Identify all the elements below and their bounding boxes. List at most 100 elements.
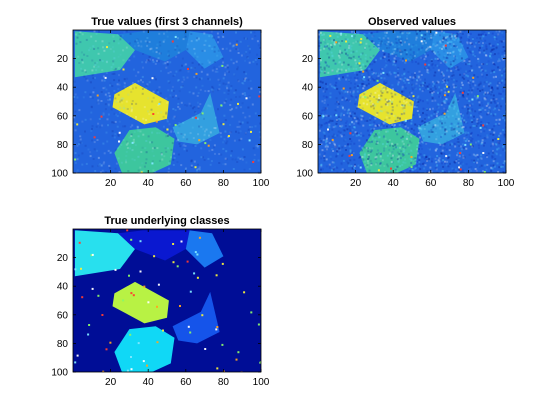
noise-overlay (74, 229, 261, 372)
speckle-pixel (78, 241, 81, 244)
speckle-pixel (327, 128, 329, 131)
speckle-pixel (88, 324, 91, 326)
speckle-pixel (80, 267, 82, 270)
noise-overlay (73, 30, 261, 173)
speckle-pixel (340, 32, 343, 35)
region-top-left (319, 31, 380, 78)
region-center (357, 82, 414, 125)
speckle-pixel (157, 283, 160, 286)
speckle-pixel (482, 152, 485, 154)
speckle-pixel (335, 114, 338, 117)
speckle-pixel (345, 40, 348, 43)
region-top-right (185, 230, 224, 268)
speckle-pixel (476, 95, 479, 98)
speckle-pixel (358, 62, 361, 65)
image-area (73, 229, 261, 372)
speckle-pixel (471, 98, 474, 101)
speckle-pixel (189, 331, 192, 334)
speckle-pixel (444, 44, 447, 47)
speckle-pixel (137, 342, 140, 345)
speckle-pixel (194, 116, 197, 119)
speckle-pixel (196, 276, 199, 279)
speckle-pixel (390, 167, 392, 170)
speckle-pixel (74, 268, 77, 271)
speckle-pixel (118, 131, 121, 134)
speckle-pixel (363, 76, 366, 79)
speckle-pixel (377, 169, 380, 172)
speckle-pixel (156, 305, 158, 308)
speckle-pixel (349, 132, 352, 135)
speckle-pixel (130, 238, 133, 241)
speckle-pixel (382, 71, 385, 74)
speckle-pixel (81, 296, 84, 299)
region-top-middle (118, 31, 190, 62)
speckle-pixel (482, 124, 485, 127)
speckle-pixel (130, 292, 133, 295)
image-area (73, 30, 261, 173)
y-tick-label: 20 (302, 54, 314, 65)
speckle-pixel (412, 95, 415, 98)
speckle-pixel (350, 154, 353, 157)
y-tick-label: 100 (296, 169, 313, 180)
speckle-pixel (220, 104, 223, 107)
speckle-pixel (114, 268, 117, 271)
speckle-pixel (428, 171, 431, 173)
speckle-pixel (97, 294, 100, 297)
speckle-pixel (142, 360, 145, 363)
x-tick-label: 100 (498, 178, 515, 189)
x-tick-label: 100 (253, 377, 270, 388)
speckle-pixel (237, 351, 240, 354)
speckle-pixel (235, 358, 238, 361)
x-tick-label: 40 (388, 178, 400, 189)
region-top-right (430, 31, 469, 69)
x-tick-label: 60 (180, 377, 192, 388)
speckle-pixel (237, 102, 239, 105)
subplot-2: 20 40 60 80 100 20 40 60 80 100 Observed values (296, 16, 514, 189)
speckle-pixel (443, 94, 446, 97)
speckle-pixel (464, 143, 467, 146)
speckle-pixel (74, 158, 77, 161)
speckle-pixel (106, 46, 108, 49)
region-top-right (185, 31, 224, 69)
speckle-pixel (216, 367, 219, 370)
speckle-pixel (221, 343, 224, 346)
speckle-pixel (359, 166, 362, 169)
speckle-pixel (348, 154, 351, 157)
speckle-pixel (176, 265, 179, 268)
speckle-pixel (186, 260, 189, 263)
speckle-pixel (207, 144, 210, 147)
speckle-pixel (122, 299, 125, 302)
speckle-pixel (420, 40, 423, 43)
speckle-pixel (196, 253, 199, 256)
speckle-pixel (221, 64, 224, 67)
speckle-pixel (201, 112, 204, 115)
speckle-pixel (322, 115, 325, 118)
speckle-pixel (109, 341, 112, 344)
x-tick-label: 40 (143, 377, 155, 388)
speckle-pixel (201, 314, 204, 317)
speckle-pixel (93, 136, 96, 139)
region-top-left (74, 230, 135, 277)
speckle-pixel (76, 354, 79, 357)
region-right-mid (417, 92, 465, 145)
speckle-pixel (122, 68, 125, 71)
speckle-pixel (158, 102, 161, 105)
y-tick-label: 40 (57, 83, 69, 94)
speckle-pixel (76, 123, 79, 126)
speckle-pixel (129, 333, 132, 336)
speckle-pixel (151, 77, 154, 80)
speckle-pixel (187, 68, 189, 70)
y-tick-label: 60 (302, 111, 314, 122)
speckle-pixel (139, 270, 142, 273)
speckle-pixel (459, 152, 462, 155)
subplot-title: True underlying classes (104, 215, 229, 227)
x-tick-label: 20 (105, 178, 117, 189)
speckle-pixel (172, 261, 175, 264)
speckle-pixel (221, 262, 224, 265)
speckle-pixel (222, 123, 225, 126)
speckle-pixel (359, 41, 362, 44)
speckle-pixel (193, 272, 196, 275)
speckle-pixel (404, 119, 407, 122)
speckle-pixel (410, 156, 413, 158)
speckle-pixel (469, 143, 472, 146)
